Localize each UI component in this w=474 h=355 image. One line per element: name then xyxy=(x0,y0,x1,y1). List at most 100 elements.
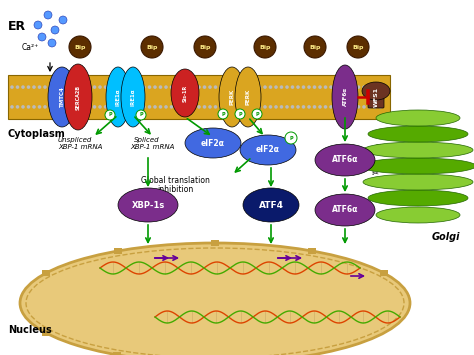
Circle shape xyxy=(71,85,74,89)
Circle shape xyxy=(148,85,151,89)
Circle shape xyxy=(186,105,190,109)
Text: eIF2α: eIF2α xyxy=(256,146,280,154)
Circle shape xyxy=(38,85,41,89)
Circle shape xyxy=(280,85,283,89)
Circle shape xyxy=(10,85,14,89)
Circle shape xyxy=(60,105,64,109)
Circle shape xyxy=(181,105,184,109)
Circle shape xyxy=(373,105,377,109)
Bar xyxy=(113,352,121,355)
Circle shape xyxy=(27,105,30,109)
Circle shape xyxy=(208,105,212,109)
Circle shape xyxy=(318,85,322,89)
Circle shape xyxy=(194,36,216,58)
Circle shape xyxy=(241,85,245,89)
Text: P: P xyxy=(221,111,225,116)
Text: PERK: PERK xyxy=(229,89,235,105)
FancyBboxPatch shape xyxy=(368,90,384,108)
Circle shape xyxy=(263,85,267,89)
Circle shape xyxy=(269,105,272,109)
Text: P: P xyxy=(238,111,242,116)
Circle shape xyxy=(351,105,355,109)
FancyBboxPatch shape xyxy=(8,75,390,119)
Circle shape xyxy=(329,85,333,89)
Text: Bip: Bip xyxy=(74,44,86,49)
Circle shape xyxy=(164,85,168,89)
Circle shape xyxy=(346,85,349,89)
Text: IRE1α: IRE1α xyxy=(130,88,136,106)
Text: SERCA2B: SERCA2B xyxy=(75,84,81,109)
Text: Bip: Bip xyxy=(146,44,158,49)
Circle shape xyxy=(373,85,377,89)
Circle shape xyxy=(65,85,69,89)
Circle shape xyxy=(115,85,118,89)
Circle shape xyxy=(218,109,228,119)
Circle shape xyxy=(362,105,366,109)
Circle shape xyxy=(175,105,179,109)
Text: XBP-1s: XBP-1s xyxy=(131,201,164,209)
Text: PERK: PERK xyxy=(246,89,250,105)
Circle shape xyxy=(236,105,239,109)
Text: ATF6α: ATF6α xyxy=(343,87,347,106)
Circle shape xyxy=(280,105,283,109)
Circle shape xyxy=(340,85,344,89)
Circle shape xyxy=(69,36,91,58)
Circle shape xyxy=(379,105,383,109)
Text: Bip: Bip xyxy=(259,44,271,49)
Circle shape xyxy=(153,105,157,109)
Circle shape xyxy=(16,105,19,109)
Circle shape xyxy=(318,105,322,109)
Text: S1P: S1P xyxy=(376,144,387,149)
Text: XBP-1 mRNA: XBP-1 mRNA xyxy=(130,144,174,150)
Circle shape xyxy=(203,85,206,89)
Circle shape xyxy=(126,85,129,89)
Circle shape xyxy=(109,85,113,89)
Circle shape xyxy=(324,85,328,89)
Circle shape xyxy=(301,105,305,109)
Text: TMTC4: TMTC4 xyxy=(60,87,64,108)
Circle shape xyxy=(87,85,91,89)
Ellipse shape xyxy=(235,67,261,127)
Bar xyxy=(309,248,317,254)
Circle shape xyxy=(93,105,96,109)
Circle shape xyxy=(335,105,338,109)
Circle shape xyxy=(131,105,135,109)
Circle shape xyxy=(38,33,46,41)
Circle shape xyxy=(346,105,349,109)
Circle shape xyxy=(258,85,261,89)
Circle shape xyxy=(49,85,52,89)
Circle shape xyxy=(137,85,140,89)
Circle shape xyxy=(126,105,129,109)
Ellipse shape xyxy=(64,64,92,130)
Circle shape xyxy=(230,85,234,89)
Circle shape xyxy=(76,105,80,109)
Text: Bip: Bip xyxy=(352,44,364,49)
Circle shape xyxy=(43,105,47,109)
Circle shape xyxy=(60,85,64,89)
Circle shape xyxy=(38,105,41,109)
Circle shape xyxy=(304,36,326,58)
Circle shape xyxy=(252,109,262,119)
Circle shape xyxy=(347,36,369,58)
Circle shape xyxy=(252,105,256,109)
Circle shape xyxy=(285,105,289,109)
Text: P: P xyxy=(255,111,259,116)
Circle shape xyxy=(137,105,140,109)
Circle shape xyxy=(186,85,190,89)
Circle shape xyxy=(197,105,201,109)
Ellipse shape xyxy=(332,65,358,129)
Ellipse shape xyxy=(243,188,299,222)
Circle shape xyxy=(296,85,300,89)
Circle shape xyxy=(105,110,115,120)
Circle shape xyxy=(274,85,278,89)
Circle shape xyxy=(65,105,69,109)
Circle shape xyxy=(235,109,245,119)
Text: P: P xyxy=(139,113,143,118)
Ellipse shape xyxy=(185,128,241,158)
Circle shape xyxy=(291,85,294,89)
Circle shape xyxy=(10,105,14,109)
Bar xyxy=(113,248,121,254)
Ellipse shape xyxy=(362,82,390,100)
Circle shape xyxy=(93,85,96,89)
Text: Golgi: Golgi xyxy=(432,232,461,242)
